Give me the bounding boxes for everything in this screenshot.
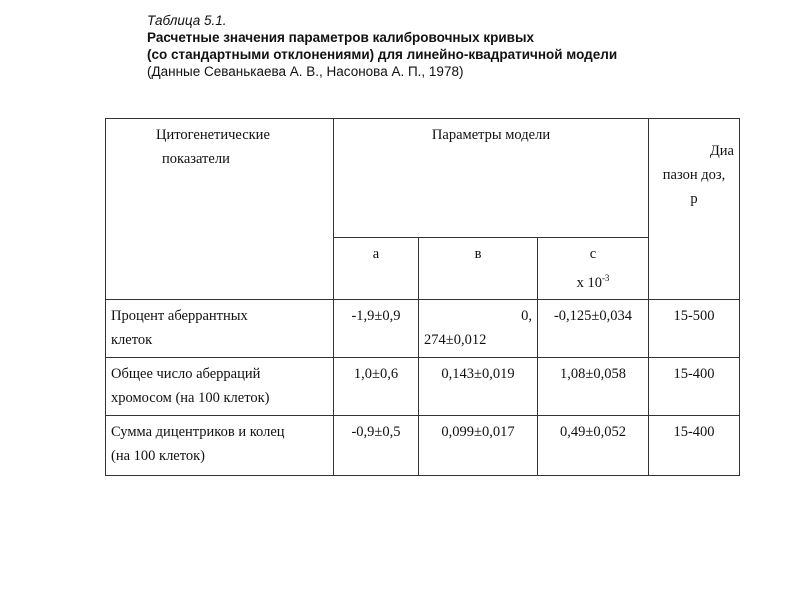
header-b: в	[418, 237, 538, 300]
header-range: Диа пазон доз, р	[648, 118, 740, 300]
header-indicators-line1: Цитогенетические	[156, 127, 270, 143]
cell-c: -0,125±0,034	[537, 298, 649, 358]
cell-b: 0,099±0,017	[418, 414, 538, 476]
header-c-label: с	[589, 246, 597, 262]
cell-b: 0,143±0,019	[418, 356, 538, 416]
table-caption: Таблица 5.1. Расчетные значения параметр…	[147, 12, 617, 80]
cell-range: 15-400	[648, 356, 740, 416]
header-indicators-line2: показатели	[162, 151, 230, 167]
row-name-line1: Общее число аберраций	[111, 365, 261, 382]
cell-b-line2: 274±0,012	[424, 331, 487, 348]
row-name-line1: Процент аберрантных	[111, 307, 248, 324]
cell-a: -0,9±0,5	[333, 414, 419, 476]
header-a: а	[333, 237, 419, 300]
table-title-line1: Расчетные значения параметров калибровоч…	[147, 30, 534, 45]
header-c-scale-exp: -3	[601, 273, 610, 283]
row-name-line2: клеток	[111, 331, 153, 348]
row-name-line2: хромосом (на 100 клеток)	[111, 389, 270, 406]
cell-c: 1,08±0,058	[537, 356, 649, 416]
calibration-table: Цитогенетические показатели Параметры мо…	[105, 118, 740, 476]
cell-a: -1,9±0,9	[333, 298, 419, 358]
cell-b: 0, 274±0,012	[418, 298, 538, 358]
cell-range: 15-400	[648, 414, 740, 476]
header-c-scale-base: х 10	[576, 274, 602, 291]
table-label: Таблица 5.1.	[147, 13, 227, 28]
row-name-line2: (на 100 клеток)	[111, 447, 206, 464]
table-row: Процент аберрантных клеток -1,9±0,9 0, 274…	[105, 298, 740, 358]
row-name: Общее число аберраций хромосом (на 100 кл…	[105, 356, 334, 416]
table-row: Общее число аберраций хромосом (на 100 кл…	[105, 356, 740, 416]
table-row: Сумма дицентриков и колец (на 100 клеток)…	[105, 414, 740, 476]
cell-b-line1: 0,	[521, 307, 532, 324]
header-c-scale: х 10-3	[543, 266, 643, 295]
header-indicators: Цитогенетические показатели	[105, 118, 334, 300]
row-name-line1: Сумма дицентриков и колец	[111, 423, 285, 440]
header-params: Параметры модели	[333, 118, 649, 238]
cell-c: 0,49±0,052	[537, 414, 649, 476]
cell-range: 15-500	[648, 298, 740, 358]
header-range-line1: Диа	[709, 143, 734, 159]
cell-a: 1,0±0,6	[333, 356, 419, 416]
row-name: Сумма дицентриков и колец (на 100 клеток)	[105, 414, 334, 476]
header-c: с х 10-3	[537, 237, 649, 300]
header-range-line2: пазон доз,	[662, 167, 726, 183]
header-range-line3: р	[690, 191, 698, 207]
table-title-line2: (со стандартными отклонениями) для линей…	[147, 47, 618, 62]
table-source: (Данные Севанькаева А. В., Насонова А. П…	[147, 64, 464, 79]
row-name: Процент аберрантных клеток	[105, 298, 334, 358]
